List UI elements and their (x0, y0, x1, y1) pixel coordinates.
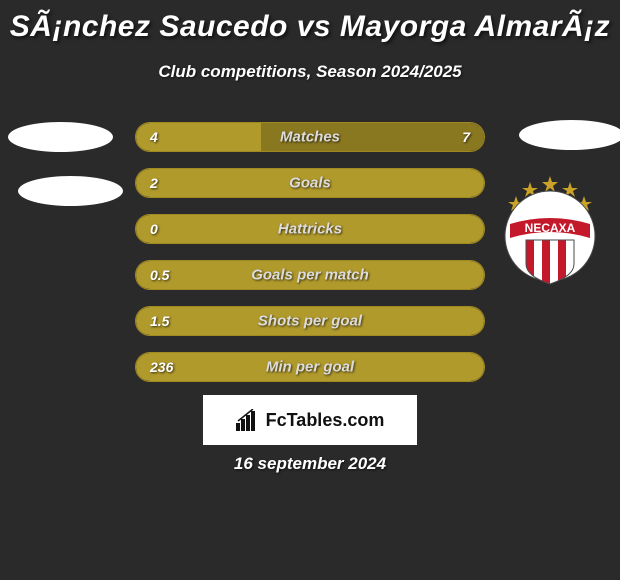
stat-bar-row: 236 Min per goal (135, 352, 485, 382)
stat-bar-row: 1.5 Shots per goal (135, 306, 485, 336)
stat-label: Min per goal (266, 359, 354, 376)
stat-value-left: 0.5 (150, 267, 169, 283)
stat-value-left: 1.5 (150, 313, 169, 329)
player-left-avatar-ellipse-1 (8, 122, 113, 152)
stat-label: Goals per match (251, 267, 369, 284)
badge-shield-stripes (526, 240, 574, 286)
fctables-logo-icon (236, 409, 260, 431)
comparison-subtitle: Club competitions, Season 2024/2025 (0, 62, 620, 82)
badge-name-text: NECAXA (525, 221, 576, 235)
stat-label: Matches (280, 129, 340, 146)
stat-bar-row: 4 Matches 7 (135, 122, 485, 152)
necaxa-badge-svg: NECAXA (500, 176, 600, 286)
footer-date: 16 september 2024 (0, 454, 620, 474)
brand-text: FcTables.com (266, 410, 385, 431)
stats-bars-container: 4 Matches 7 2 Goals 0 Hattricks 0.5 Goals per ma… (135, 122, 485, 398)
stat-value-left: 236 (150, 359, 173, 375)
club-badge-necaxa: NECAXA (500, 176, 600, 286)
player-right-avatar-ellipse (519, 120, 620, 150)
stat-value-left: 2 (150, 175, 158, 191)
stat-bar-row: 0 Hattricks (135, 214, 485, 244)
comparison-title: SÃ¡nchez Saucedo vs Mayorga AlmarÃ¡z (0, 0, 620, 44)
stat-value-left: 4 (150, 129, 158, 145)
stat-bar-row: 2 Goals (135, 168, 485, 198)
stat-label: Shots per goal (258, 313, 362, 330)
stat-bar-row: 0.5 Goals per match (135, 260, 485, 290)
stat-value-right: 7 (462, 129, 470, 145)
stat-value-left: 0 (150, 221, 158, 237)
brand-box[interactable]: FcTables.com (203, 395, 417, 445)
stat-label: Goals (289, 175, 331, 192)
stat-label: Hattricks (278, 221, 342, 238)
player-left-avatar-ellipse-2 (18, 176, 123, 206)
